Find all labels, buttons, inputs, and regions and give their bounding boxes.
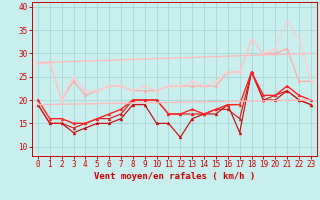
X-axis label: Vent moyen/en rafales ( km/h ): Vent moyen/en rafales ( km/h ): [94, 172, 255, 181]
